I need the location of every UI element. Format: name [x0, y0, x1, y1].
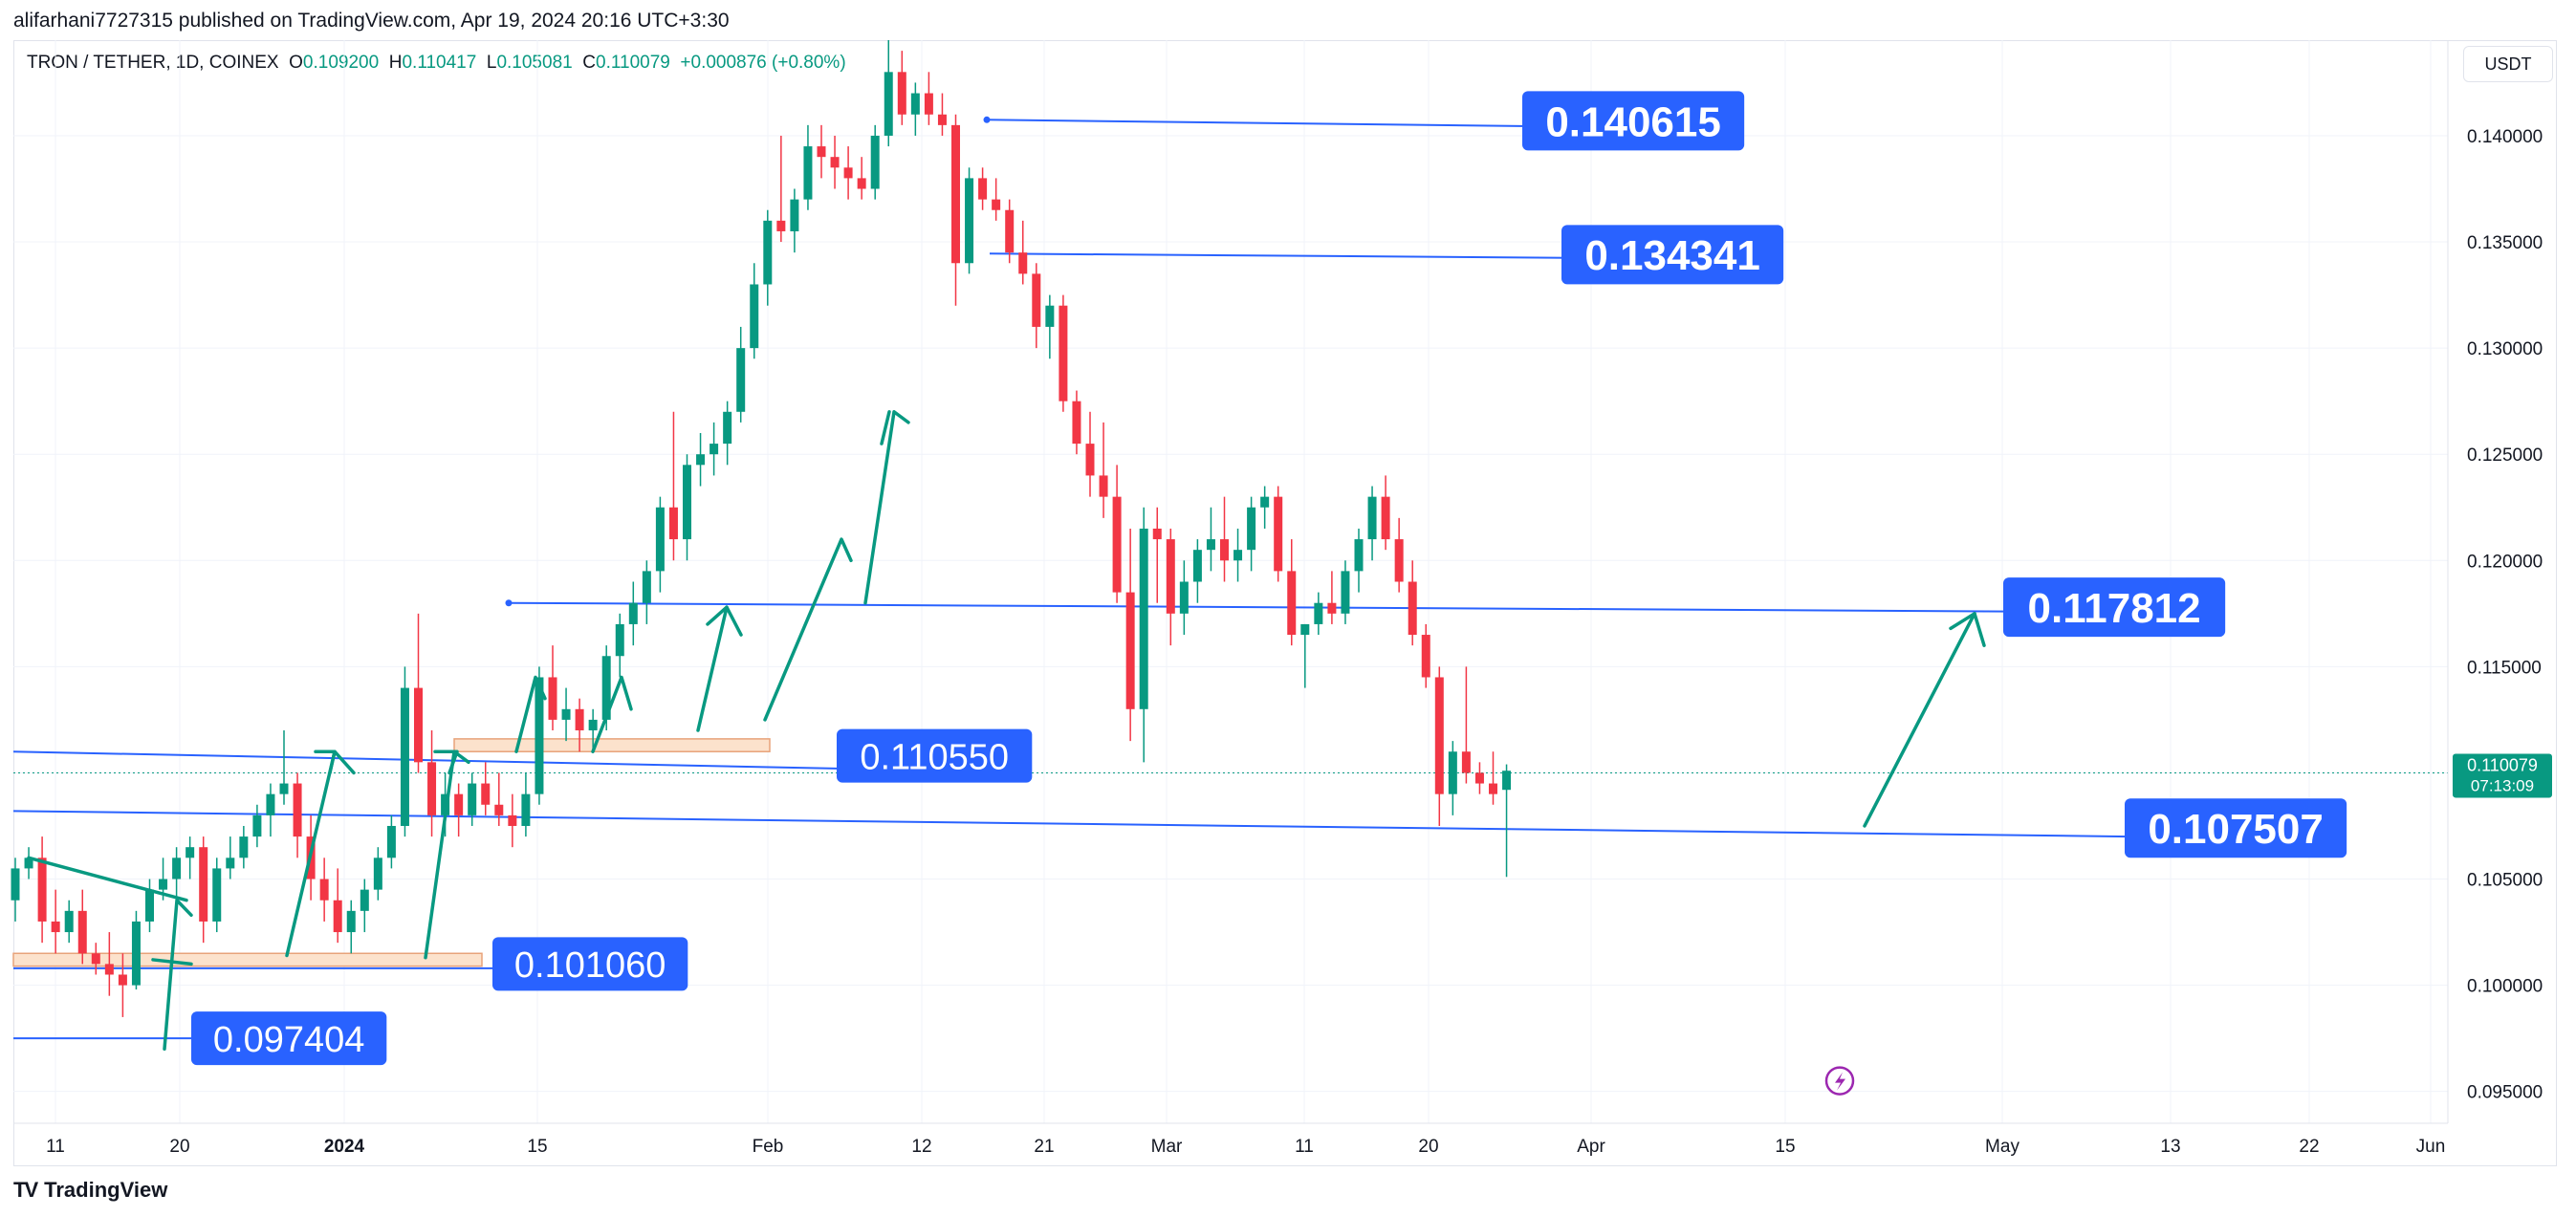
open-value: 0.109200 — [302, 53, 380, 73]
high-label: H — [388, 53, 403, 73]
tradingview-logo-icon: TV — [13, 1178, 38, 1202]
close-value: 0.110079 — [596, 53, 670, 73]
tradingview-footer[interactable]: TV TradingView — [13, 1178, 167, 1203]
brand-name: TradingView — [44, 1178, 168, 1202]
open-label: O — [289, 53, 303, 73]
publisher-info: alifarhani7727315 published on TradingVi… — [13, 10, 730, 32]
close-label: C — [582, 53, 596, 73]
low-value: 0.105081 — [496, 53, 573, 73]
low-label: L — [486, 53, 497, 73]
currency-button[interactable]: USDT — [2463, 46, 2553, 82]
symbol-name[interactable]: TRON / TETHER, 1D, COINEX — [27, 53, 279, 73]
chart-frame[interactable] — [13, 40, 2557, 1166]
high-value: 0.110417 — [402, 53, 477, 73]
change-value: +0.000876 (+0.80%) — [680, 53, 846, 73]
symbol-legend: TRON / TETHER, 1D, COINEX O0.109200 H0.1… — [27, 53, 846, 74]
